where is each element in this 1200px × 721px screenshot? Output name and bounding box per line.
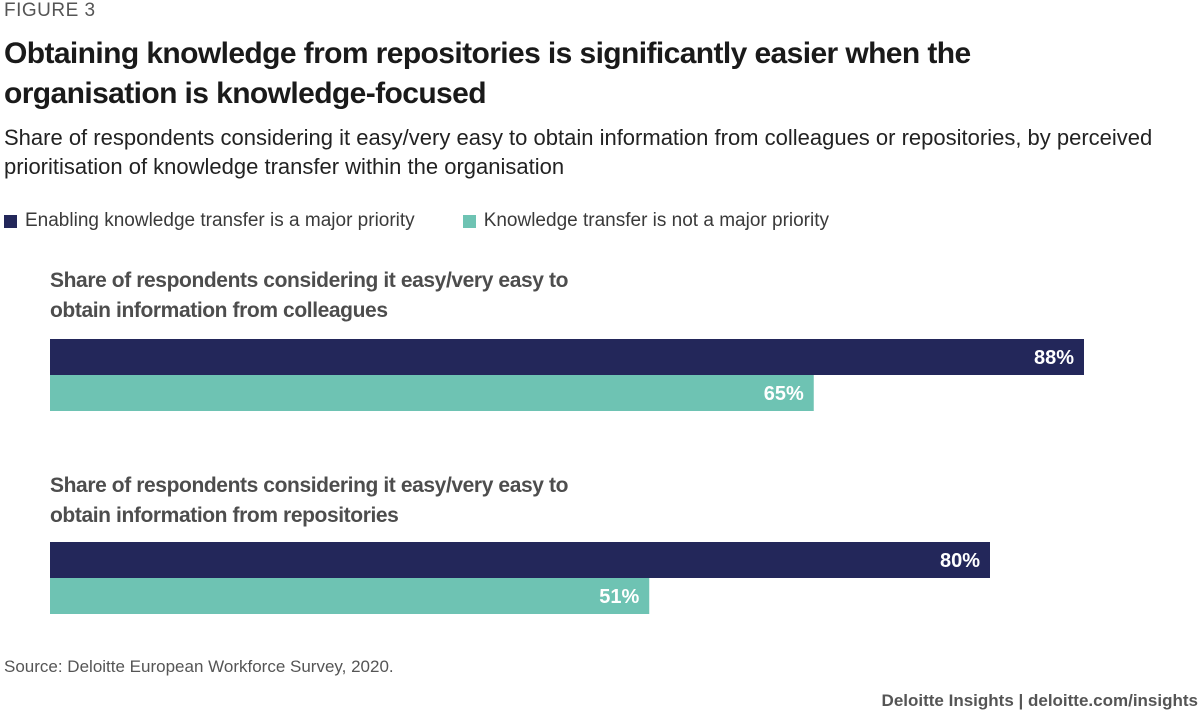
chart-subtitle: Share of respondents considering it easy…: [4, 125, 1153, 179]
legend-item-not-major-priority: Knowledge transfer is not a major priori…: [462, 210, 830, 232]
legend-swatch-major-priority: [4, 214, 17, 228]
legend-label-not-major-priority: Knowledge transfer is not a major priori…: [483, 210, 830, 231]
bar-repositories-major-priority: [50, 542, 990, 578]
source-note: Source: Deloitte European Workforce Surv…: [4, 657, 394, 676]
bar-label-repositories-not-major-priority: 51%: [599, 586, 639, 608]
legend-item-major-priority: Enabling knowledge transfer is a major p…: [4, 210, 415, 232]
credit-line: Deloitte Insights | deloitte.com/insight…: [881, 691, 1198, 710]
bar-repositories-not-major-priority: [50, 578, 650, 614]
bar-colleagues-major-priority: [50, 339, 1084, 375]
bar-colleagues-not-major-priority: [50, 375, 814, 411]
figure-label: FIGURE 3: [4, 0, 96, 21]
legend-swatch-not-major-priority: [462, 214, 476, 228]
legend: Enabling knowledge transfer is a major p…: [4, 210, 877, 232]
bar-label-repositories-major-priority: 80%: [940, 550, 980, 572]
group-title-repositories: Share of respondents considering it easy…: [50, 474, 568, 527]
legend-label-major-priority: Enabling knowledge transfer is a major p…: [25, 210, 415, 231]
bar-label-colleagues-not-major-priority: 65%: [764, 383, 804, 405]
chart-title: Obtaining knowledge from repositories is…: [4, 37, 971, 110]
bar-label-colleagues-major-priority: 88%: [1034, 347, 1074, 369]
group-title-colleagues: Share of respondents considering it easy…: [50, 269, 568, 322]
